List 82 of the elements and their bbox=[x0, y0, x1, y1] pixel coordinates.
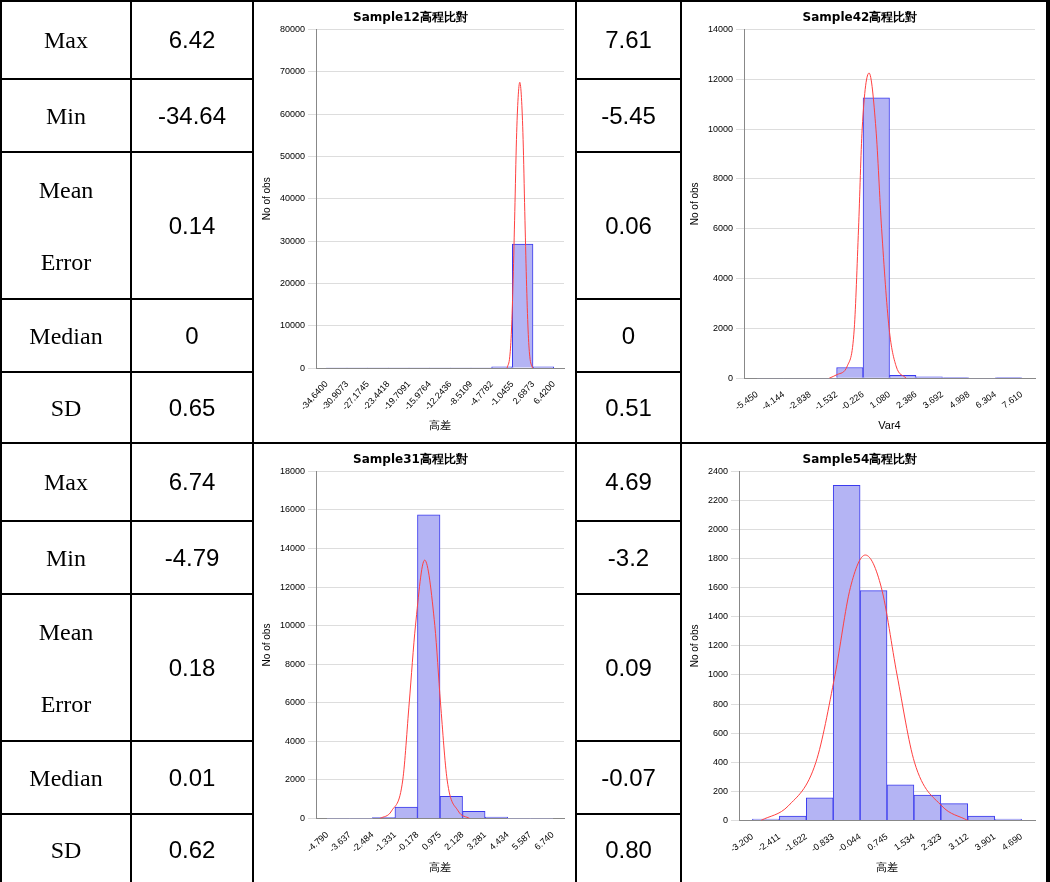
y-tick-label: 1800 bbox=[707, 553, 729, 564]
text: 0.01 bbox=[167, 762, 217, 793]
y-axis-title: No of obs bbox=[688, 624, 700, 668]
text: -5.45 bbox=[577, 80, 680, 151]
y-tick-label: 4000 bbox=[285, 735, 306, 746]
y-tick-label: 14000 bbox=[280, 543, 306, 554]
text: 0.18 bbox=[167, 652, 217, 683]
y-tick-label: 2400 bbox=[707, 465, 729, 476]
y-tick-label: 20000 bbox=[280, 277, 306, 288]
text: 0.14 bbox=[167, 210, 217, 241]
y-tick-label: 70000 bbox=[280, 66, 306, 77]
text: 6.74 bbox=[167, 467, 217, 497]
category-label: Max bbox=[2, 2, 132, 78]
y-tick-label: 0 bbox=[300, 813, 306, 824]
y-tick-label: 200 bbox=[712, 785, 729, 796]
y-tick-label: 0 bbox=[300, 362, 306, 373]
category-label: Median bbox=[2, 742, 132, 813]
x-axis-title: 高差 bbox=[876, 861, 899, 874]
y-tick-label: 0 bbox=[728, 372, 734, 383]
category-label: Mean Error bbox=[38, 618, 94, 717]
x-axis-title: Var4 bbox=[878, 419, 901, 432]
y-axis-title: No of obs bbox=[260, 177, 272, 221]
y-tick-label: 1200 bbox=[707, 640, 729, 651]
text: 6.42 bbox=[167, 25, 217, 55]
text: -0.07 bbox=[577, 742, 680, 813]
y-tick-label: 2000 bbox=[713, 322, 734, 333]
y-tick-label: 2200 bbox=[707, 494, 729, 505]
text: 7.61 bbox=[577, 2, 680, 78]
y-tick-label: 16000 bbox=[280, 504, 306, 515]
text: 0.80 bbox=[577, 815, 680, 882]
category-label: Min bbox=[2, 522, 132, 593]
y-tick-label: 10000 bbox=[280, 620, 306, 631]
category-label: Min bbox=[2, 80, 132, 151]
text: 0 bbox=[577, 300, 680, 371]
y-tick-label: 18000 bbox=[280, 465, 306, 476]
y-tick-label: 0 bbox=[723, 814, 729, 825]
y-tick-label: 600 bbox=[712, 727, 729, 738]
y-tick-label: 6000 bbox=[713, 223, 734, 234]
y-tick-label: 30000 bbox=[280, 235, 306, 246]
y-axis-title: No of obs bbox=[260, 623, 272, 667]
y-tick-label: 50000 bbox=[280, 150, 306, 161]
y-tick-label: 2000 bbox=[707, 524, 729, 535]
text: 0.06 bbox=[577, 153, 680, 298]
y-tick-label: 1600 bbox=[707, 582, 729, 593]
text: 0.65 bbox=[167, 392, 217, 423]
y-tick-label: 10000 bbox=[280, 320, 306, 331]
text: -34.64 bbox=[156, 100, 228, 131]
category-label: SD bbox=[2, 815, 132, 882]
y-tick-label: 60000 bbox=[280, 108, 306, 119]
y-tick-label: 12000 bbox=[280, 581, 306, 592]
text: 4.69 bbox=[577, 444, 680, 520]
chart-title: Sample12高程比對 bbox=[353, 10, 468, 25]
y-tick-label: 4000 bbox=[713, 273, 734, 284]
y-tick-label: 14000 bbox=[708, 23, 734, 34]
y-axis-title: No of obs bbox=[688, 182, 700, 226]
y-tick-label: 1000 bbox=[707, 669, 729, 680]
y-tick-label: 80000 bbox=[280, 23, 306, 34]
chart-title: Sample31高程比對 bbox=[353, 452, 468, 467]
y-tick-label: 12000 bbox=[708, 73, 734, 84]
text: 0.51 bbox=[577, 373, 680, 442]
y-tick-label: 8000 bbox=[713, 173, 734, 184]
x-axis-title: 高差 bbox=[429, 861, 452, 874]
y-tick-label: 2000 bbox=[285, 774, 306, 785]
x-axis-title: 高差 bbox=[429, 419, 452, 432]
category-label: Max bbox=[2, 444, 132, 520]
y-tick-label: 10000 bbox=[708, 123, 734, 134]
text: -3.2 bbox=[577, 522, 680, 593]
y-tick-label: 8000 bbox=[285, 658, 306, 669]
y-tick-label: 40000 bbox=[280, 193, 306, 204]
y-tick-label: 1400 bbox=[707, 611, 729, 622]
category-label: SD bbox=[2, 373, 132, 442]
text: 0.09 bbox=[577, 595, 680, 740]
chart-title: Sample42高程比對 bbox=[802, 10, 918, 25]
text: 0 bbox=[184, 320, 200, 351]
y-tick-label: 800 bbox=[712, 698, 729, 709]
category-label: Mean Error bbox=[38, 176, 94, 275]
chart-title: Sample54高程比對 bbox=[802, 452, 918, 467]
y-tick-label: 6000 bbox=[285, 697, 306, 708]
y-tick-label: 400 bbox=[712, 756, 729, 767]
category-label: Median bbox=[2, 300, 132, 371]
text: 0.62 bbox=[167, 834, 217, 865]
text: -4.79 bbox=[163, 542, 221, 573]
